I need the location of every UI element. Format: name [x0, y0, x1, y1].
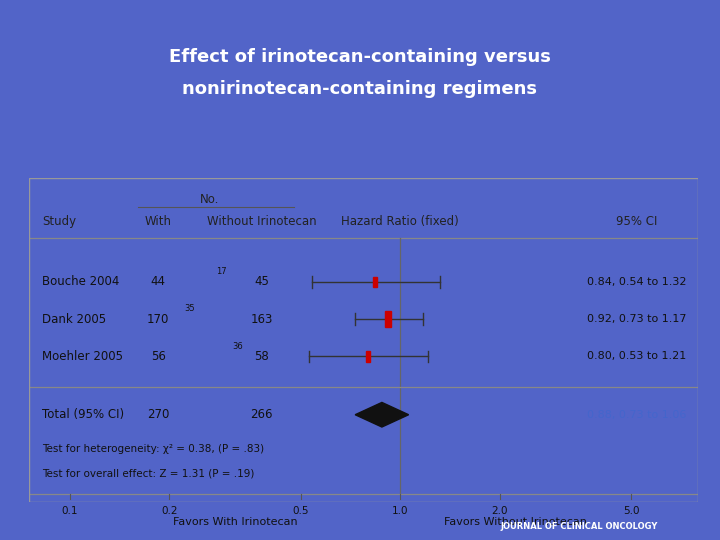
Text: 0.84, 0.54 to 1.32: 0.84, 0.54 to 1.32 [587, 277, 686, 287]
Text: 17: 17 [216, 267, 227, 276]
Text: 1.0: 1.0 [392, 506, 408, 516]
Text: Total (95% CI): Total (95% CI) [42, 408, 124, 421]
Text: 2.0: 2.0 [491, 506, 508, 516]
Text: Test for heterogeneity: χ² = 0.38, (P = .83): Test for heterogeneity: χ² = 0.38, (P = … [42, 444, 264, 454]
Text: 45: 45 [254, 275, 269, 288]
Text: Test for overall effect: Z = 1.31 (P = .19): Test for overall effect: Z = 1.31 (P = .… [42, 468, 254, 478]
Bar [385, 311, 392, 327]
Bar [374, 277, 377, 287]
Text: Without Irinotecan: Without Irinotecan [207, 215, 316, 228]
Text: Study: Study [42, 215, 76, 228]
Text: 36: 36 [232, 341, 243, 350]
Polygon shape [355, 402, 409, 427]
Text: 170: 170 [147, 313, 169, 326]
Text: 95% CI: 95% CI [616, 215, 657, 228]
Text: Favors Without Irinotecan: Favors Without Irinotecan [444, 517, 587, 527]
Text: 0.5: 0.5 [292, 506, 309, 516]
Text: 5.0: 5.0 [623, 506, 639, 516]
Text: Moehler 2005: Moehler 2005 [42, 350, 123, 363]
Text: 266: 266 [251, 408, 273, 421]
Text: Dank 2005: Dank 2005 [42, 313, 106, 326]
Text: 0.92, 0.73 to 1.17: 0.92, 0.73 to 1.17 [587, 314, 686, 324]
Text: Hazard Ratio (fixed): Hazard Ratio (fixed) [341, 215, 459, 228]
Text: No.: No. [200, 193, 220, 206]
Text: Favors With Irinotecan: Favors With Irinotecan [173, 517, 297, 527]
Text: With: With [145, 215, 172, 228]
Text: JOURNAL OF CLINICAL ONCOLOGY: JOURNAL OF CLINICAL ONCOLOGY [501, 522, 658, 531]
Text: 35: 35 [184, 304, 195, 313]
Text: 0.88, 0.73 to 1.06: 0.88, 0.73 to 1.06 [587, 410, 686, 420]
Text: Bouche 2004: Bouche 2004 [42, 275, 120, 288]
Text: 58: 58 [254, 350, 269, 363]
Text: 0.2: 0.2 [161, 506, 178, 516]
Text: Effect of irinotecan-containing versus: Effect of irinotecan-containing versus [169, 48, 551, 66]
Text: 44: 44 [150, 275, 166, 288]
Bar [366, 352, 370, 361]
Text: 163: 163 [251, 313, 273, 326]
Text: 56: 56 [150, 350, 166, 363]
Text: 0.80, 0.53 to 1.21: 0.80, 0.53 to 1.21 [587, 352, 686, 361]
Text: nonirinotecan-containing regimens: nonirinotecan-containing regimens [182, 80, 538, 98]
Text: 270: 270 [147, 408, 169, 421]
Text: 0.1: 0.1 [62, 506, 78, 516]
